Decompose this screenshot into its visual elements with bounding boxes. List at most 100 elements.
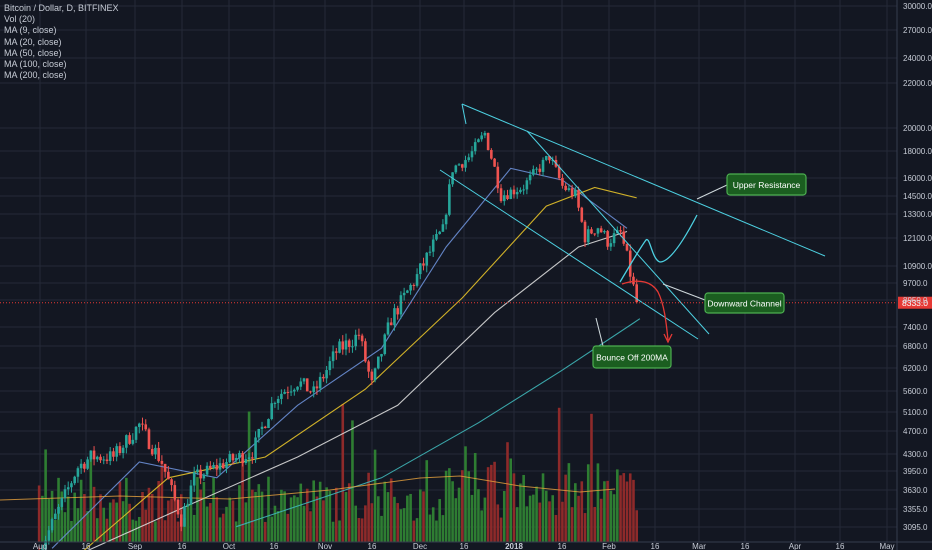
candle-body xyxy=(367,361,370,372)
candle-9 xyxy=(66,481,70,496)
ma-line-1 xyxy=(83,186,637,550)
candle-body xyxy=(502,195,506,202)
x-tick-label-13: 16 xyxy=(651,542,660,550)
candle-49 xyxy=(196,464,199,475)
volume-bar-151 xyxy=(525,506,529,542)
candle-body xyxy=(318,376,322,389)
x-tick-label-0: Aug xyxy=(33,542,47,550)
volume-bar-115 xyxy=(409,493,412,542)
candle-body xyxy=(176,499,180,515)
candle-body xyxy=(154,447,157,455)
candle-74 xyxy=(276,395,280,410)
volume-bar-82 xyxy=(302,505,306,542)
volume-bar-56 xyxy=(218,517,222,542)
annotation-2: Bounce Off 200MA xyxy=(592,345,672,369)
volume-bar-104 xyxy=(373,449,377,542)
candle-85 xyxy=(312,381,315,398)
volume-bar-59 xyxy=(228,497,232,542)
candle-body xyxy=(561,178,564,186)
candle-48 xyxy=(192,466,196,492)
volume-bar-33 xyxy=(144,509,148,542)
volume-bar-8 xyxy=(63,512,67,542)
candle-87 xyxy=(318,372,322,393)
candle-68 xyxy=(257,428,261,443)
volume-bar-69 xyxy=(260,491,264,542)
candle-body xyxy=(619,230,622,232)
channel-connector-line xyxy=(461,103,467,125)
candle-43 xyxy=(176,498,180,519)
candle-body xyxy=(302,378,306,382)
volume-bar-9 xyxy=(66,496,70,542)
annotation-0: Upper Resistance xyxy=(726,173,807,196)
volume-bar-126 xyxy=(444,470,448,542)
candle-body xyxy=(263,426,267,429)
candle-98 xyxy=(354,329,357,351)
candle-99 xyxy=(357,328,361,340)
candle-body xyxy=(112,451,115,457)
volume-bar-99 xyxy=(357,518,361,542)
candle-29 xyxy=(131,433,135,446)
candle-96 xyxy=(347,338,351,353)
x-tick-label-11: 16 xyxy=(558,542,567,550)
candle-body xyxy=(267,419,270,429)
volume-bar-157 xyxy=(544,490,548,542)
candle-42 xyxy=(173,480,177,502)
candle-body xyxy=(238,453,241,458)
candle-51 xyxy=(202,473,206,482)
volume-bar-170 xyxy=(586,464,590,542)
candle-144 xyxy=(502,190,506,206)
volume-bar-185 xyxy=(635,510,638,542)
volume-bar-84 xyxy=(309,511,312,542)
volume-bar-25 xyxy=(118,481,122,542)
candle-148 xyxy=(515,187,519,199)
candle-77 xyxy=(286,386,290,400)
candle-169 xyxy=(583,219,587,247)
candle-body xyxy=(44,540,47,550)
volume-bar-3 xyxy=(47,498,51,542)
volume-bar-17 xyxy=(92,486,96,542)
candle-46 xyxy=(186,498,190,508)
volume-bar-22 xyxy=(108,502,112,542)
volume-bar-178 xyxy=(612,494,616,542)
candle-body xyxy=(70,483,73,488)
candle-body xyxy=(506,195,509,199)
candle-body xyxy=(192,472,196,486)
candle-114 xyxy=(406,289,409,294)
volume-bar-65 xyxy=(247,411,251,542)
volume-bar-146 xyxy=(509,458,513,542)
candle-140 xyxy=(490,148,493,160)
candle-116 xyxy=(412,283,416,291)
volume-bar-118 xyxy=(418,489,422,542)
candle-body xyxy=(322,376,325,379)
annotation-box xyxy=(704,292,785,314)
x-tick-label-6: Nov xyxy=(318,542,332,550)
volume-bar-4 xyxy=(50,490,54,542)
x-axis: Aug 16 Sep 16 Oct 16 Nov 16 Dec 16 2018 16 Feb 16 Mar 1… xyxy=(0,541,932,550)
candle-body xyxy=(548,156,551,161)
candle-body xyxy=(338,341,341,353)
y-tick-label-2: 24000.0 xyxy=(903,54,932,63)
volume-bar-47 xyxy=(189,491,193,542)
candle-body xyxy=(590,229,593,234)
candle-178 xyxy=(612,228,616,247)
volume-bar-167 xyxy=(577,495,580,542)
y-tick-label-20: 3950.0 xyxy=(903,467,928,476)
candle-159 xyxy=(551,156,555,165)
candle-body xyxy=(234,457,238,461)
candle-170 xyxy=(586,225,590,246)
candle-132 xyxy=(464,155,467,172)
candle-115 xyxy=(409,283,412,295)
candle-body xyxy=(418,263,422,275)
candle-69 xyxy=(260,421,264,436)
candle-177 xyxy=(609,238,613,251)
candle-body xyxy=(470,151,474,158)
candle-body xyxy=(399,295,403,315)
volume-bar-61 xyxy=(234,521,238,542)
volume-bar-164 xyxy=(567,463,571,542)
candle-174 xyxy=(599,225,603,233)
candle-78 xyxy=(289,385,293,396)
volume-bar-94 xyxy=(341,404,345,542)
candle-181 xyxy=(622,226,626,246)
candle-142 xyxy=(496,162,500,194)
